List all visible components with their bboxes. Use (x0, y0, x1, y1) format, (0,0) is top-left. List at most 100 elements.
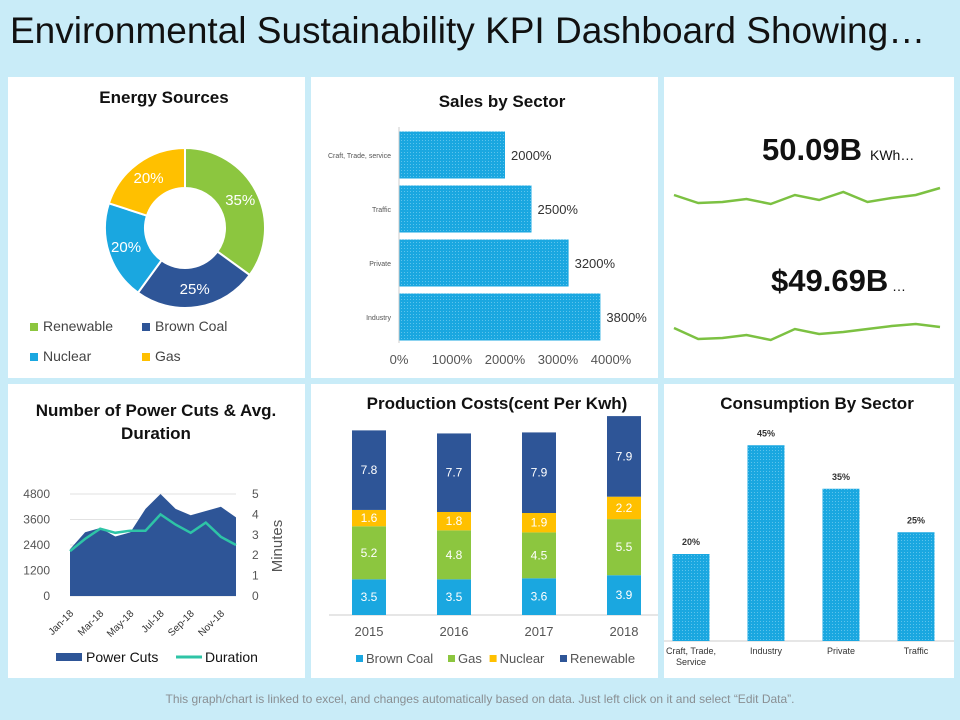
data-label: 4.8 (446, 548, 463, 562)
legend-swatch (30, 353, 38, 361)
y-tick-label: 1200 (23, 564, 50, 578)
x-tick-label: 2015 (355, 624, 384, 639)
legend-label: Duration (205, 649, 258, 665)
bar (399, 239, 569, 287)
y2-tick-label: 2 (252, 548, 259, 562)
y2-tick-label: 4 (252, 507, 259, 521)
sparklines (673, 186, 941, 342)
data-label: 5.5 (616, 540, 633, 554)
bar-segment (352, 430, 386, 510)
bar-segment (437, 579, 471, 615)
production-costs-panel: Production Costs(cent Per Kwh) 3.5 5.2 1.6… (311, 384, 658, 678)
area-power-cuts (70, 494, 236, 596)
bar-segment (437, 433, 471, 512)
x-tick-label: Sep-18 (166, 608, 197, 639)
energy-sources-panel: Energy Sources 35% 25% 20% 20% Renewable Bro… (8, 77, 305, 378)
category-label: Craft, Trade, service (328, 153, 391, 160)
data-label: 2000% (511, 148, 552, 163)
category-label: Traffic (372, 207, 392, 214)
bars: Craft, Trade, service 2000% Traffic 2500% Pr… (328, 127, 647, 367)
y2-tick-label: 5 (252, 487, 259, 501)
data-label: 7.9 (531, 466, 548, 480)
consumption-chart: Consumption By Sector 20% Craft, Trade,Se… (664, 394, 954, 667)
data-label: 7.9 (616, 449, 633, 463)
legend-swatch (560, 655, 567, 662)
data-label: 3.6 (531, 590, 548, 604)
chart-title: Production Costs(cent Per Kwh) (367, 394, 628, 413)
data-label: 4.5 (531, 548, 548, 562)
y-tick-label: 0 (43, 589, 50, 603)
chart-title-line1: Number of Power Cuts & Avg. (36, 401, 277, 420)
data-label: 3200% (575, 256, 616, 271)
legend-swatch (56, 653, 82, 661)
x-tick-label: Private (827, 646, 855, 656)
kpi-unit-energy: KWh… (870, 147, 914, 163)
bar (399, 131, 505, 179)
x-tick-label: Mar-18 (76, 608, 106, 638)
bar-segment (352, 509, 386, 527)
chart-title: Consumption By Sector (720, 394, 914, 413)
data-label: 1.9 (531, 516, 548, 530)
y2-axis-label: Minutes (269, 520, 286, 573)
legend: Renewable Brown Coal Nuclear Gas (30, 318, 227, 364)
bar-segment (522, 432, 556, 513)
data-label: 2.2 (616, 501, 633, 515)
bar-segment (522, 532, 556, 579)
y2-tick-label: 3 (252, 528, 259, 542)
bar-segment (352, 579, 386, 615)
legend-label: Renewable (43, 318, 113, 334)
legend-swatch (142, 353, 150, 361)
stacked-bars: 3.5 5.2 1.6 7.8 2015 3.5 4.8 1.8 7.7 2016 3.6 4.5 1.… (329, 416, 658, 666)
x-tick-label: 2016 (440, 624, 469, 639)
data-label: 35% (832, 472, 850, 482)
data-label: 7.7 (446, 466, 463, 480)
data-label: 3.5 (446, 590, 463, 604)
bar-segment (437, 530, 471, 580)
legend-label: Renewable (570, 651, 635, 666)
kpi-sparklines: 50.09B KWh… $49.69B … (673, 132, 941, 342)
legend-label: Nuclear (500, 651, 545, 666)
bar-segment (607, 519, 641, 576)
production-costs-chart: Production Costs(cent Per Kwh) 3.5 5.2 1.6… (329, 394, 658, 666)
kpi-unit-money: … (892, 278, 906, 294)
x-tick-label: Traffic (904, 646, 929, 656)
y-tick-label: 2400 (23, 538, 50, 552)
bar-segment (522, 513, 556, 533)
x-tick-label: 2017 (525, 624, 554, 639)
line-duration (69, 512, 237, 553)
y2-tick-label: 0 (252, 589, 259, 603)
x-tick-label: Nov-18 (196, 608, 227, 639)
data-label: 20% (682, 537, 700, 547)
donut: 35% 25% 20% 20% (104, 146, 266, 309)
x-tick-label: May-18 (105, 608, 137, 640)
legend-swatch (489, 655, 497, 662)
x-tick-label: Service (676, 657, 706, 667)
sales-by-sector-chart: Sales by Sector Craft, Trade, service 200… (328, 92, 647, 367)
donut-slice-brown-coal (136, 250, 252, 309)
data-label: 1.8 (446, 514, 463, 528)
legend-swatch (448, 655, 455, 662)
data-label: 3.5 (361, 590, 378, 604)
x-tick-label: Jul-18 (140, 608, 167, 635)
legend-label: Brown Coal (366, 651, 433, 666)
data-label: 25% (180, 281, 210, 298)
data-label: 3.9 (616, 588, 633, 602)
bars: 20% Craft, Trade,Service 45% Industry 35% Pri… (664, 428, 954, 667)
consumption-panel: Consumption By Sector 20% Craft, Trade, Se… (664, 384, 954, 678)
bar-segment (607, 496, 641, 520)
x-tick-label: 4000% (591, 352, 632, 367)
legend-swatch (142, 323, 150, 331)
legend-label: Gas (155, 348, 181, 364)
legend-label: Nuclear (43, 348, 92, 364)
data-label: 7.8 (361, 463, 378, 477)
x-tick-label: 3000% (538, 352, 579, 367)
bar-segment (607, 416, 641, 497)
legend-label: Brown Coal (155, 318, 227, 334)
data-label: 2500% (538, 202, 579, 217)
data-label: 1.6 (361, 511, 378, 525)
sparkline-1 (673, 186, 941, 206)
legend-swatch (30, 323, 38, 331)
energy-sources-chart: Energy Sources 35% 25% 20% 20% Renewable Bro… (30, 88, 266, 364)
data-label: 5.2 (361, 546, 378, 560)
y2-tick-label: 1 (252, 569, 259, 583)
